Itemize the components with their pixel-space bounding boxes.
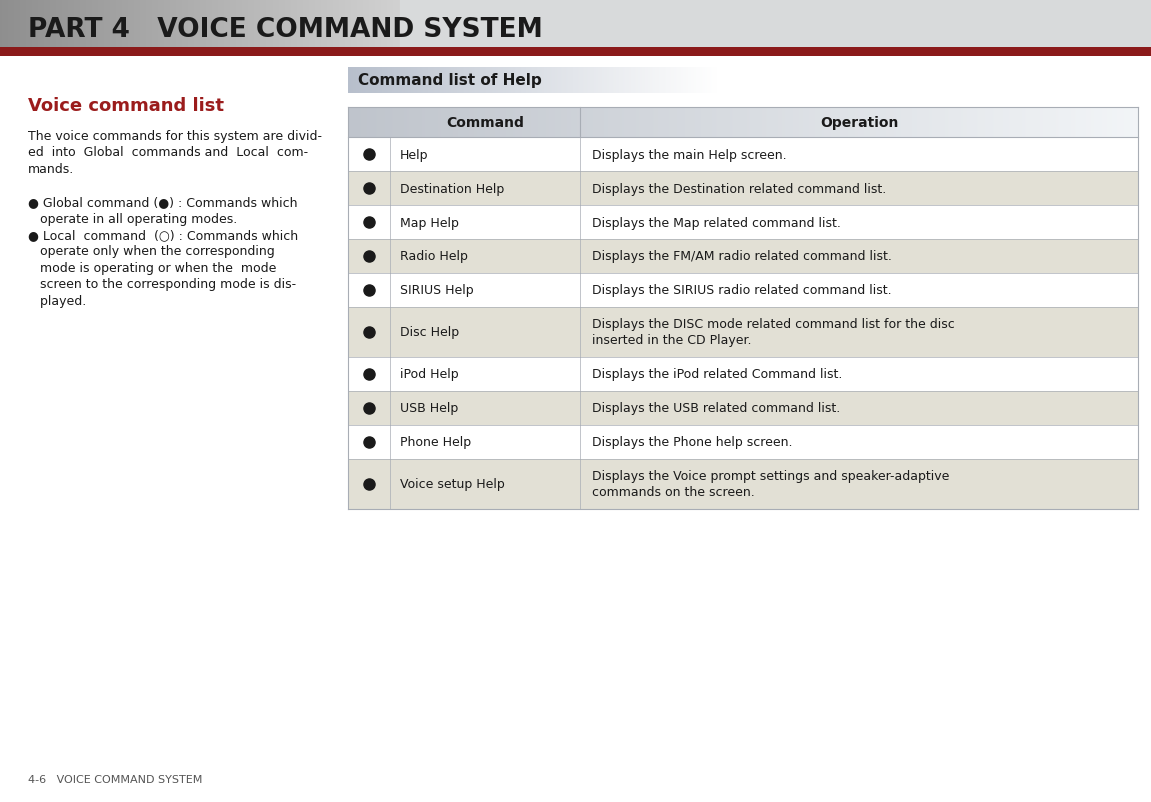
Bar <box>348 240 1138 273</box>
Text: Help: Help <box>401 148 428 161</box>
Text: Disc Help: Disc Help <box>401 326 459 339</box>
Bar <box>0 48 1151 57</box>
Text: Displays the iPod related Command list.: Displays the iPod related Command list. <box>592 368 843 381</box>
Text: Displays the USB related command list.: Displays the USB related command list. <box>592 402 840 415</box>
Text: Displays the DISC mode related command list for the disc: Displays the DISC mode related command l… <box>592 318 954 331</box>
Text: played.: played. <box>28 294 86 308</box>
Text: mode is operating or when the  mode: mode is operating or when the mode <box>28 261 276 274</box>
Bar <box>401 0 1151 48</box>
Bar <box>348 358 1138 391</box>
Text: Displays the Map related command list.: Displays the Map related command list. <box>592 217 841 229</box>
Bar <box>348 391 1138 426</box>
Text: Displays the FM/AM radio related command list.: Displays the FM/AM radio related command… <box>592 250 892 263</box>
Text: Voice setup Help: Voice setup Help <box>401 478 505 491</box>
Text: inserted in the CD Player.: inserted in the CD Player. <box>592 334 752 347</box>
Bar <box>348 206 1138 240</box>
Text: Command list of Help: Command list of Help <box>358 74 542 88</box>
Bar <box>348 426 1138 460</box>
Bar <box>348 172 1138 206</box>
Text: USB Help: USB Help <box>401 402 458 415</box>
Text: Map Help: Map Help <box>401 217 459 229</box>
Text: Radio Help: Radio Help <box>401 250 467 263</box>
Bar <box>348 273 1138 308</box>
Bar <box>348 308 1138 358</box>
Text: screen to the corresponding mode is dis-: screen to the corresponding mode is dis- <box>28 278 296 291</box>
Text: Destination Help: Destination Help <box>401 182 504 195</box>
Text: Displays the SIRIUS radio related command list.: Displays the SIRIUS radio related comman… <box>592 284 892 297</box>
Text: Displays the Destination related command list.: Displays the Destination related command… <box>592 182 886 195</box>
Text: ● Local  command  (○) : Commands which: ● Local command (○) : Commands which <box>28 229 298 241</box>
Text: iPod Help: iPod Help <box>401 368 458 381</box>
Text: Phone Help: Phone Help <box>401 436 471 449</box>
Text: PART 4   VOICE COMMAND SYSTEM: PART 4 VOICE COMMAND SYSTEM <box>28 17 543 43</box>
Bar <box>348 138 1138 172</box>
Bar <box>348 460 1138 509</box>
Text: mands.: mands. <box>28 163 75 176</box>
Text: Operation: Operation <box>820 115 898 130</box>
Text: Displays the Voice prompt settings and speaker-adaptive: Displays the Voice prompt settings and s… <box>592 470 950 483</box>
Text: Voice command list: Voice command list <box>28 97 224 115</box>
Text: Command: Command <box>447 115 524 130</box>
Text: Displays the Phone help screen.: Displays the Phone help screen. <box>592 436 793 449</box>
Text: commands on the screen.: commands on the screen. <box>592 486 755 499</box>
Text: SIRIUS Help: SIRIUS Help <box>401 284 473 297</box>
Text: The voice commands for this system are divid-: The voice commands for this system are d… <box>28 130 322 143</box>
Text: operate only when the corresponding: operate only when the corresponding <box>28 245 275 258</box>
Text: 4-6   VOICE COMMAND SYSTEM: 4-6 VOICE COMMAND SYSTEM <box>28 774 203 784</box>
Text: Displays the main Help screen.: Displays the main Help screen. <box>592 148 786 161</box>
Text: operate in all operating modes.: operate in all operating modes. <box>28 213 237 225</box>
Text: ● Global command (●) : Commands which: ● Global command (●) : Commands which <box>28 196 297 209</box>
Text: ed  into  Global  commands and  Local  com-: ed into Global commands and Local com- <box>28 146 308 160</box>
